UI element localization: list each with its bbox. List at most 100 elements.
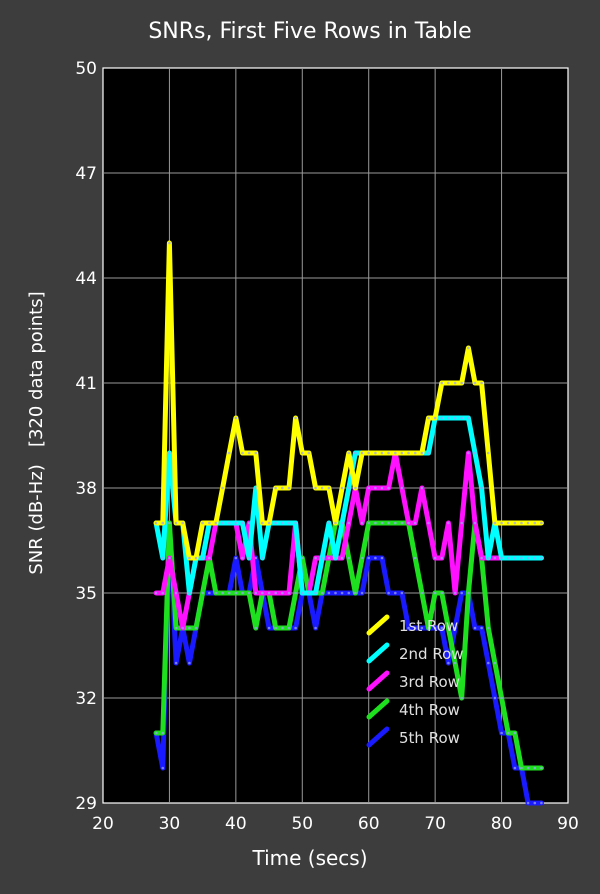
data-point [367,486,371,490]
data-point [433,626,437,630]
data-point [433,416,437,420]
data-point [281,486,284,490]
data-point [520,556,523,560]
data-point [161,766,165,770]
data-point [500,556,503,560]
legend-swatch-5th-row [366,726,390,748]
data-point [526,521,530,525]
data-point [440,591,444,595]
data-point [387,451,390,455]
data-point [234,591,238,595]
data-point [254,591,258,595]
data-point [487,661,490,665]
data-point [413,626,417,630]
data-point [247,556,251,560]
x-tick-label: 60 [358,814,380,834]
x-tick-label: 90 [557,814,579,834]
data-point [320,486,324,490]
data-point [380,486,384,490]
data-point [347,486,351,490]
x-tick-label: 30 [159,814,181,834]
data-point [467,416,470,420]
data-point [520,521,523,525]
data-point [387,521,390,525]
data-point [188,591,191,595]
data-point [374,451,377,455]
data-point [161,731,165,735]
data-point [367,521,371,525]
data-point [533,766,537,770]
data-point [174,661,178,665]
data-point [453,661,457,665]
data-point [161,591,165,595]
data-point [367,451,371,455]
data-point [208,591,211,595]
data-point [181,521,184,525]
data-point [360,591,364,595]
data-point [201,521,204,525]
data-point [354,591,357,595]
data-point [440,626,444,630]
data-point [254,556,258,560]
data-point [473,381,477,385]
data-point [301,591,304,595]
y-tick-label: 47 [75,164,97,184]
data-point [460,381,464,385]
data-point [447,381,450,385]
data-point [460,416,464,420]
data-point [168,556,171,560]
data-point [347,591,351,595]
data-point [194,556,198,560]
data-point [427,416,430,420]
data-point [161,521,165,525]
data-point [294,626,297,630]
data-point [473,626,477,630]
data-point [241,521,244,525]
data-point [394,521,397,525]
data-point [327,521,331,525]
data-point [407,451,410,455]
data-point [400,591,404,595]
data-point [380,451,384,455]
data-point [453,416,457,420]
data-point [526,801,530,805]
data-point [374,556,377,560]
legend-label-1st-row: 1st Row [399,617,458,635]
data-point [453,591,457,595]
data-point [427,451,430,455]
data-point [440,556,444,560]
data-point [174,591,178,595]
data-point [347,521,351,525]
data-point [261,521,264,525]
data-point [540,556,543,560]
data-point [227,451,231,455]
data-point [460,591,464,595]
data-point [327,486,331,490]
data-point [247,591,251,595]
data-point [420,626,424,630]
x-tick-label: 40 [225,814,247,834]
data-point [307,451,311,455]
data-point [181,626,184,630]
data-point [513,556,517,560]
data-point [221,521,224,525]
data-point [394,451,397,455]
data-point [320,591,324,595]
data-point [440,416,444,420]
x-tick-label: 20 [92,814,114,834]
data-point [327,556,331,560]
data-point [380,556,384,560]
data-point [214,521,218,525]
data-point [533,521,537,525]
data-point [221,486,224,490]
data-point [340,556,344,560]
data-point [168,521,171,525]
data-point [174,521,178,525]
data-point [360,556,364,560]
data-point [526,766,530,770]
y-tick-label: 38 [75,479,97,499]
data-point [367,556,371,560]
data-point [487,451,490,455]
data-point [154,731,158,735]
